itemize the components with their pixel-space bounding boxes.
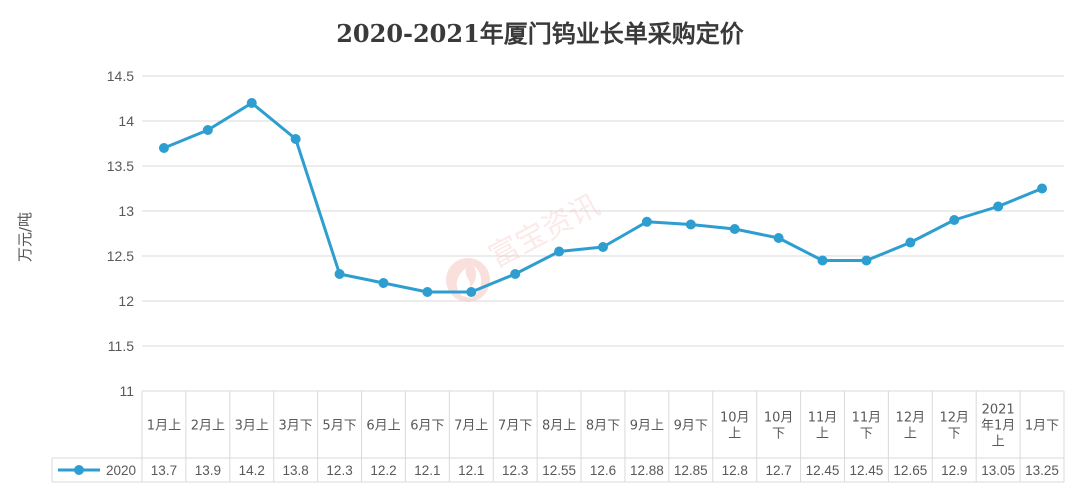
table-value: 12.9 bbox=[941, 463, 967, 478]
table-value: 12.45 bbox=[850, 463, 884, 478]
x-tick-label: 10月 bbox=[720, 411, 750, 426]
data-point bbox=[817, 255, 828, 266]
data-point bbox=[202, 125, 213, 135]
table-value: 12.6 bbox=[590, 463, 616, 478]
table-value: 12.3 bbox=[326, 463, 352, 478]
x-tick-label: 10月 bbox=[764, 411, 794, 426]
table-value: 12.2 bbox=[370, 463, 396, 478]
data-point bbox=[378, 278, 389, 288]
table-value: 13.9 bbox=[195, 463, 221, 478]
watermark-text: 富宝资讯 bbox=[483, 188, 605, 275]
series-points-2020 bbox=[158, 98, 1048, 297]
table-value: 12.55 bbox=[542, 463, 576, 478]
x-tick-label: 2021 bbox=[982, 403, 1015, 418]
data-point bbox=[685, 219, 696, 230]
x-tick-label: 上 bbox=[992, 435, 1005, 450]
table-value: 13.25 bbox=[1025, 463, 1059, 478]
y-tick-label: 12.5 bbox=[107, 248, 134, 264]
x-tick-label: 8月上 bbox=[542, 419, 576, 434]
data-point bbox=[598, 242, 608, 252]
x-tick-label: 下 bbox=[860, 427, 873, 442]
x-tick-label: 5月下 bbox=[322, 419, 356, 434]
table-value: 14.2 bbox=[239, 463, 265, 478]
table-value: 12.88 bbox=[630, 463, 664, 478]
table-value: 12.8 bbox=[722, 463, 748, 478]
table-value: 12.1 bbox=[414, 463, 440, 478]
x-tick-label: 9月上 bbox=[630, 419, 664, 434]
data-point bbox=[466, 287, 477, 297]
x-tick-label: 7月上 bbox=[454, 419, 488, 434]
y-tick-label: 11.5 bbox=[108, 338, 134, 354]
x-tick-label: 3月上 bbox=[235, 419, 269, 434]
x-tick-label: 11月 bbox=[852, 411, 882, 426]
legend-series-name: 2020 bbox=[106, 463, 136, 478]
legend-marker bbox=[74, 465, 84, 475]
x-tick-label: 下 bbox=[948, 427, 961, 442]
data-table: 1月上 2月上 3月上 3月下 5月下 6月上 6月下 7月上 7月下 8月上 8月下 9月上 9月下 1… bbox=[51, 391, 1065, 483]
data-point bbox=[334, 269, 345, 279]
data-point bbox=[641, 216, 652, 227]
y-tick-label: 13 bbox=[118, 203, 134, 219]
x-tick-label: 上 bbox=[728, 427, 741, 442]
table-value: 12.1 bbox=[458, 463, 484, 478]
x-tick-label: 7月下 bbox=[498, 419, 532, 434]
x-tick-label: 上 bbox=[904, 427, 917, 442]
table-value: 12.85 bbox=[674, 463, 708, 478]
x-tick-label: 6月上 bbox=[366, 419, 400, 434]
x-tick-label: 11月 bbox=[808, 411, 838, 426]
x-tick-label: 1月下 bbox=[1025, 419, 1059, 434]
chart-title: 2020-2021年厦门钨业长单采购定价 bbox=[336, 19, 744, 48]
table-value: 13.05 bbox=[981, 463, 1015, 478]
data-point bbox=[729, 224, 740, 234]
data-point bbox=[1037, 183, 1048, 194]
y-axis-ticks: 11 11.5 12 12.5 13 13.5 14 14.5 bbox=[107, 68, 134, 399]
x-tick-label: 6月下 bbox=[410, 419, 444, 434]
table-value: 12.45 bbox=[806, 463, 840, 478]
data-point bbox=[510, 269, 521, 279]
data-point bbox=[290, 134, 301, 144]
data-point bbox=[861, 255, 872, 266]
table-value: 12.7 bbox=[765, 463, 791, 478]
data-point bbox=[158, 143, 169, 153]
x-tick-label: 1月上 bbox=[147, 419, 181, 434]
x-tick-label: 年1月 bbox=[981, 419, 1015, 434]
data-point bbox=[773, 233, 784, 243]
data-point bbox=[554, 246, 565, 257]
x-tick-label: 2月上 bbox=[191, 419, 225, 434]
x-tick-label: 9月下 bbox=[674, 419, 708, 434]
y-tick-label: 14.5 bbox=[107, 68, 134, 84]
x-tick-label: 12月 bbox=[896, 411, 926, 426]
data-point bbox=[905, 237, 916, 248]
data-point bbox=[422, 287, 433, 297]
x-tick-label: 12月 bbox=[939, 411, 969, 426]
data-point bbox=[246, 98, 257, 108]
x-tick-label: 上 bbox=[816, 427, 829, 442]
data-point bbox=[993, 201, 1004, 212]
table-value: 13.8 bbox=[283, 463, 309, 478]
y-tick-label: 11 bbox=[119, 383, 134, 399]
data-point bbox=[949, 215, 960, 225]
table-value: 12.65 bbox=[893, 463, 927, 478]
gridlines bbox=[142, 75, 1064, 392]
series-line-2020 bbox=[163, 101, 1043, 294]
watermark: 富宝资讯 bbox=[446, 188, 606, 302]
x-tick-label: 3月下 bbox=[279, 419, 313, 434]
x-tick-label: 下 bbox=[772, 427, 785, 442]
y-tick-label: 13.5 bbox=[107, 158, 134, 174]
x-tick-label: 8月下 bbox=[586, 419, 620, 434]
y-tick-label: 12 bbox=[118, 293, 134, 309]
table-value: 13.7 bbox=[151, 463, 177, 478]
y-tick-label: 14 bbox=[118, 113, 134, 129]
table-value: 12.3 bbox=[502, 463, 528, 478]
